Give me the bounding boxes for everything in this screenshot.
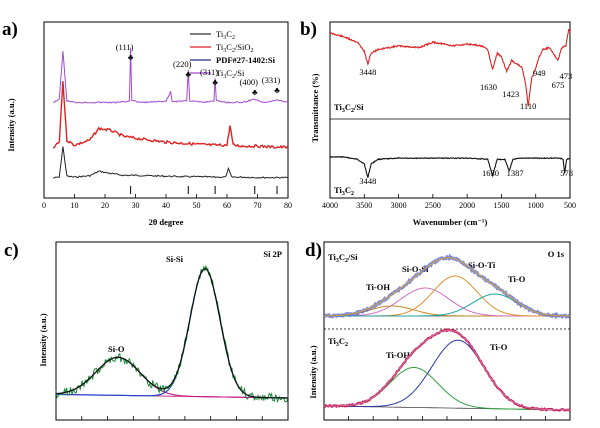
b-peak-label-top: 1423 bbox=[502, 89, 519, 99]
a-peak-label: (400) bbox=[240, 77, 259, 87]
panel-a-reference-sticks bbox=[130, 186, 278, 194]
b-xtick-label: 4000 bbox=[322, 201, 338, 210]
a-peak-club-icon: ♣ bbox=[185, 69, 191, 79]
b-xtick-label: 3000 bbox=[391, 201, 407, 210]
panel-d-title: O 1s bbox=[548, 249, 565, 259]
panel-b-x-ticks: 4000 3500 3000 2500 2000 1500 1000 500 bbox=[322, 194, 576, 210]
b-series-bottom bbox=[330, 155, 571, 178]
a-peak-club-icon: ♣ bbox=[252, 87, 258, 97]
panel-b-label: b) bbox=[300, 19, 317, 40]
a-xtick-label: 70 bbox=[254, 201, 262, 210]
panel-d-tiOH-label: Ti-OH bbox=[366, 282, 390, 292]
panel-d-series bbox=[323, 253, 571, 412]
panel-c-title: Si 2P bbox=[263, 249, 282, 259]
d-bottom-envelope-line bbox=[324, 329, 570, 411]
b-xtick-label: 2000 bbox=[459, 201, 475, 210]
legend-label-ti3c2-si: Ti3C2/Si bbox=[216, 68, 245, 80]
panel-b: b) 4000 3500 3000 2500 2000 1500 1000 500 Waven… bbox=[300, 19, 576, 227]
panel-d: d) O 1s Intensity (a.u.) Ti3C2/Si Ti3C2 … bbox=[305, 240, 571, 421]
panel-c-siSi-label: Si-Si bbox=[166, 254, 184, 264]
panel-d-tiO2-label: Ti-O bbox=[490, 342, 508, 352]
panel-d-siOTi-label: Si-O-Ti bbox=[468, 260, 496, 270]
panel-d-label: d) bbox=[305, 240, 322, 261]
panel-a-peak-labels: (111)♣(220)♣ (311)♣ (400)♣(331)♣ bbox=[116, 42, 281, 97]
panel-b-frame bbox=[329, 21, 571, 199]
legend-label-pdf: PDF#27-1402:Si bbox=[216, 55, 276, 65]
panel-b-y-label: Transmittance (%) bbox=[310, 73, 320, 142]
a-series-line bbox=[53, 47, 289, 104]
panel-a-series bbox=[52, 47, 289, 179]
legend-label-ti3c2: Ti3C2 bbox=[216, 29, 235, 41]
b-xtick-label: 1000 bbox=[528, 201, 544, 210]
b-peak-label-top: 3448 bbox=[359, 67, 376, 77]
panel-c-series bbox=[55, 265, 289, 404]
a-peak-label: (331) bbox=[262, 75, 281, 85]
panel-d-tiOH2-label: Ti-OH bbox=[386, 350, 410, 360]
panel-a-x-label: 2θ degree bbox=[149, 217, 184, 227]
panel-b-x-label: Wavenumber (cm⁻¹) bbox=[413, 217, 488, 227]
panel-c-x-ticks bbox=[55, 416, 289, 420]
panel-d-bottom-sample-label: Ti3C2 bbox=[328, 336, 348, 348]
b-peak-label-bottom: 1387 bbox=[507, 168, 524, 178]
c-envelope-line bbox=[55, 268, 288, 399]
panel-c-siO-label: Si-O bbox=[108, 344, 125, 354]
b-peak-label-top: 949 bbox=[533, 68, 546, 78]
panel-a-x-ticks: 0 10 20 30 40 50 60 70 80 bbox=[42, 194, 292, 210]
panel-d-tiO-label: Ti-O bbox=[508, 274, 526, 284]
a-xtick-label: 60 bbox=[223, 201, 231, 210]
a-xtick-label: 10 bbox=[71, 201, 79, 210]
b-peak-label-top: 1110 bbox=[520, 101, 536, 111]
panel-a-legend: Ti3C2 Ti3C2/SiO2 PDF#27-1402:Si Ti3C2/Si bbox=[190, 29, 276, 80]
b-xtick-label: 2500 bbox=[425, 201, 441, 210]
a-xtick-label: 50 bbox=[193, 201, 201, 210]
b-peak-label-bottom: 578 bbox=[560, 168, 573, 178]
a-peak-label: (220) bbox=[173, 59, 192, 69]
d-top-envelope-line bbox=[324, 257, 570, 317]
b-xtick-label: 500 bbox=[564, 201, 576, 210]
panel-d-y-label: Intensity (a.u.) bbox=[308, 345, 318, 398]
b-peak-label-top: 675 bbox=[552, 80, 565, 90]
d-top-measured-line bbox=[323, 253, 571, 320]
a-series-line bbox=[53, 146, 289, 179]
d-bottom-component-line bbox=[324, 339, 570, 411]
legend-label-ti3c2-sio2: Ti3C2/SiO2 bbox=[216, 42, 254, 54]
d-bottom-measured-line bbox=[323, 327, 571, 412]
b-xtick-label: 1500 bbox=[493, 201, 509, 210]
a-xtick-label: 30 bbox=[132, 201, 140, 210]
panel-c-frame bbox=[55, 241, 289, 421]
a-peak-club-icon: ♣ bbox=[274, 85, 280, 95]
a-xtick-label: 20 bbox=[101, 201, 109, 210]
a-peak-label: (111) bbox=[116, 42, 134, 52]
c-siSi-fit-line bbox=[56, 268, 288, 399]
b-xtick-label: 3500 bbox=[356, 201, 372, 210]
a-xtick-label: 40 bbox=[162, 201, 170, 210]
panel-d-siOSi-label: Si-O-Si bbox=[402, 264, 429, 274]
panel-a-label: a) bbox=[2, 19, 18, 40]
panel-c: c) Si 2P Intensity (a.u.) Si-O Si-Si bbox=[4, 240, 289, 421]
panel-b-bottom-sample-label: Ti3C2 bbox=[334, 185, 354, 197]
panel-b-series bbox=[329, 29, 571, 178]
b-peak-label-bottom: 3448 bbox=[359, 176, 376, 186]
panel-a-y-label: Intensity (a.u.) bbox=[6, 98, 16, 151]
b-series-top bbox=[329, 29, 571, 107]
panel-d-top-sample-label: Ti3C2/Si bbox=[328, 252, 358, 264]
a-peak-label: (311) bbox=[200, 67, 218, 77]
panel-c-y-label: Intensity (a.u.) bbox=[38, 313, 48, 366]
c-measured-line bbox=[55, 265, 289, 404]
b-peak-label-bottom: 1630 bbox=[482, 168, 499, 178]
a-series-line bbox=[52, 81, 289, 149]
a-xtick-label: 80 bbox=[284, 201, 292, 210]
b-peak-label-top: 1630 bbox=[480, 82, 497, 92]
panel-d-x-ticks bbox=[323, 416, 571, 420]
a-peak-club-icon: ♣ bbox=[128, 52, 134, 62]
panel-a: a) 0 10 20 30 40 50 60 70 80 2θ degree Intensity… bbox=[2, 19, 292, 227]
a-peak-club-icon: ♣ bbox=[212, 77, 218, 87]
b-peak-label-top: 473 bbox=[559, 71, 572, 81]
a-xtick-label: 0 bbox=[42, 201, 46, 210]
panel-b-top-sample-label: Ti3C2/Si bbox=[334, 102, 364, 114]
panel-c-label: c) bbox=[4, 240, 19, 261]
